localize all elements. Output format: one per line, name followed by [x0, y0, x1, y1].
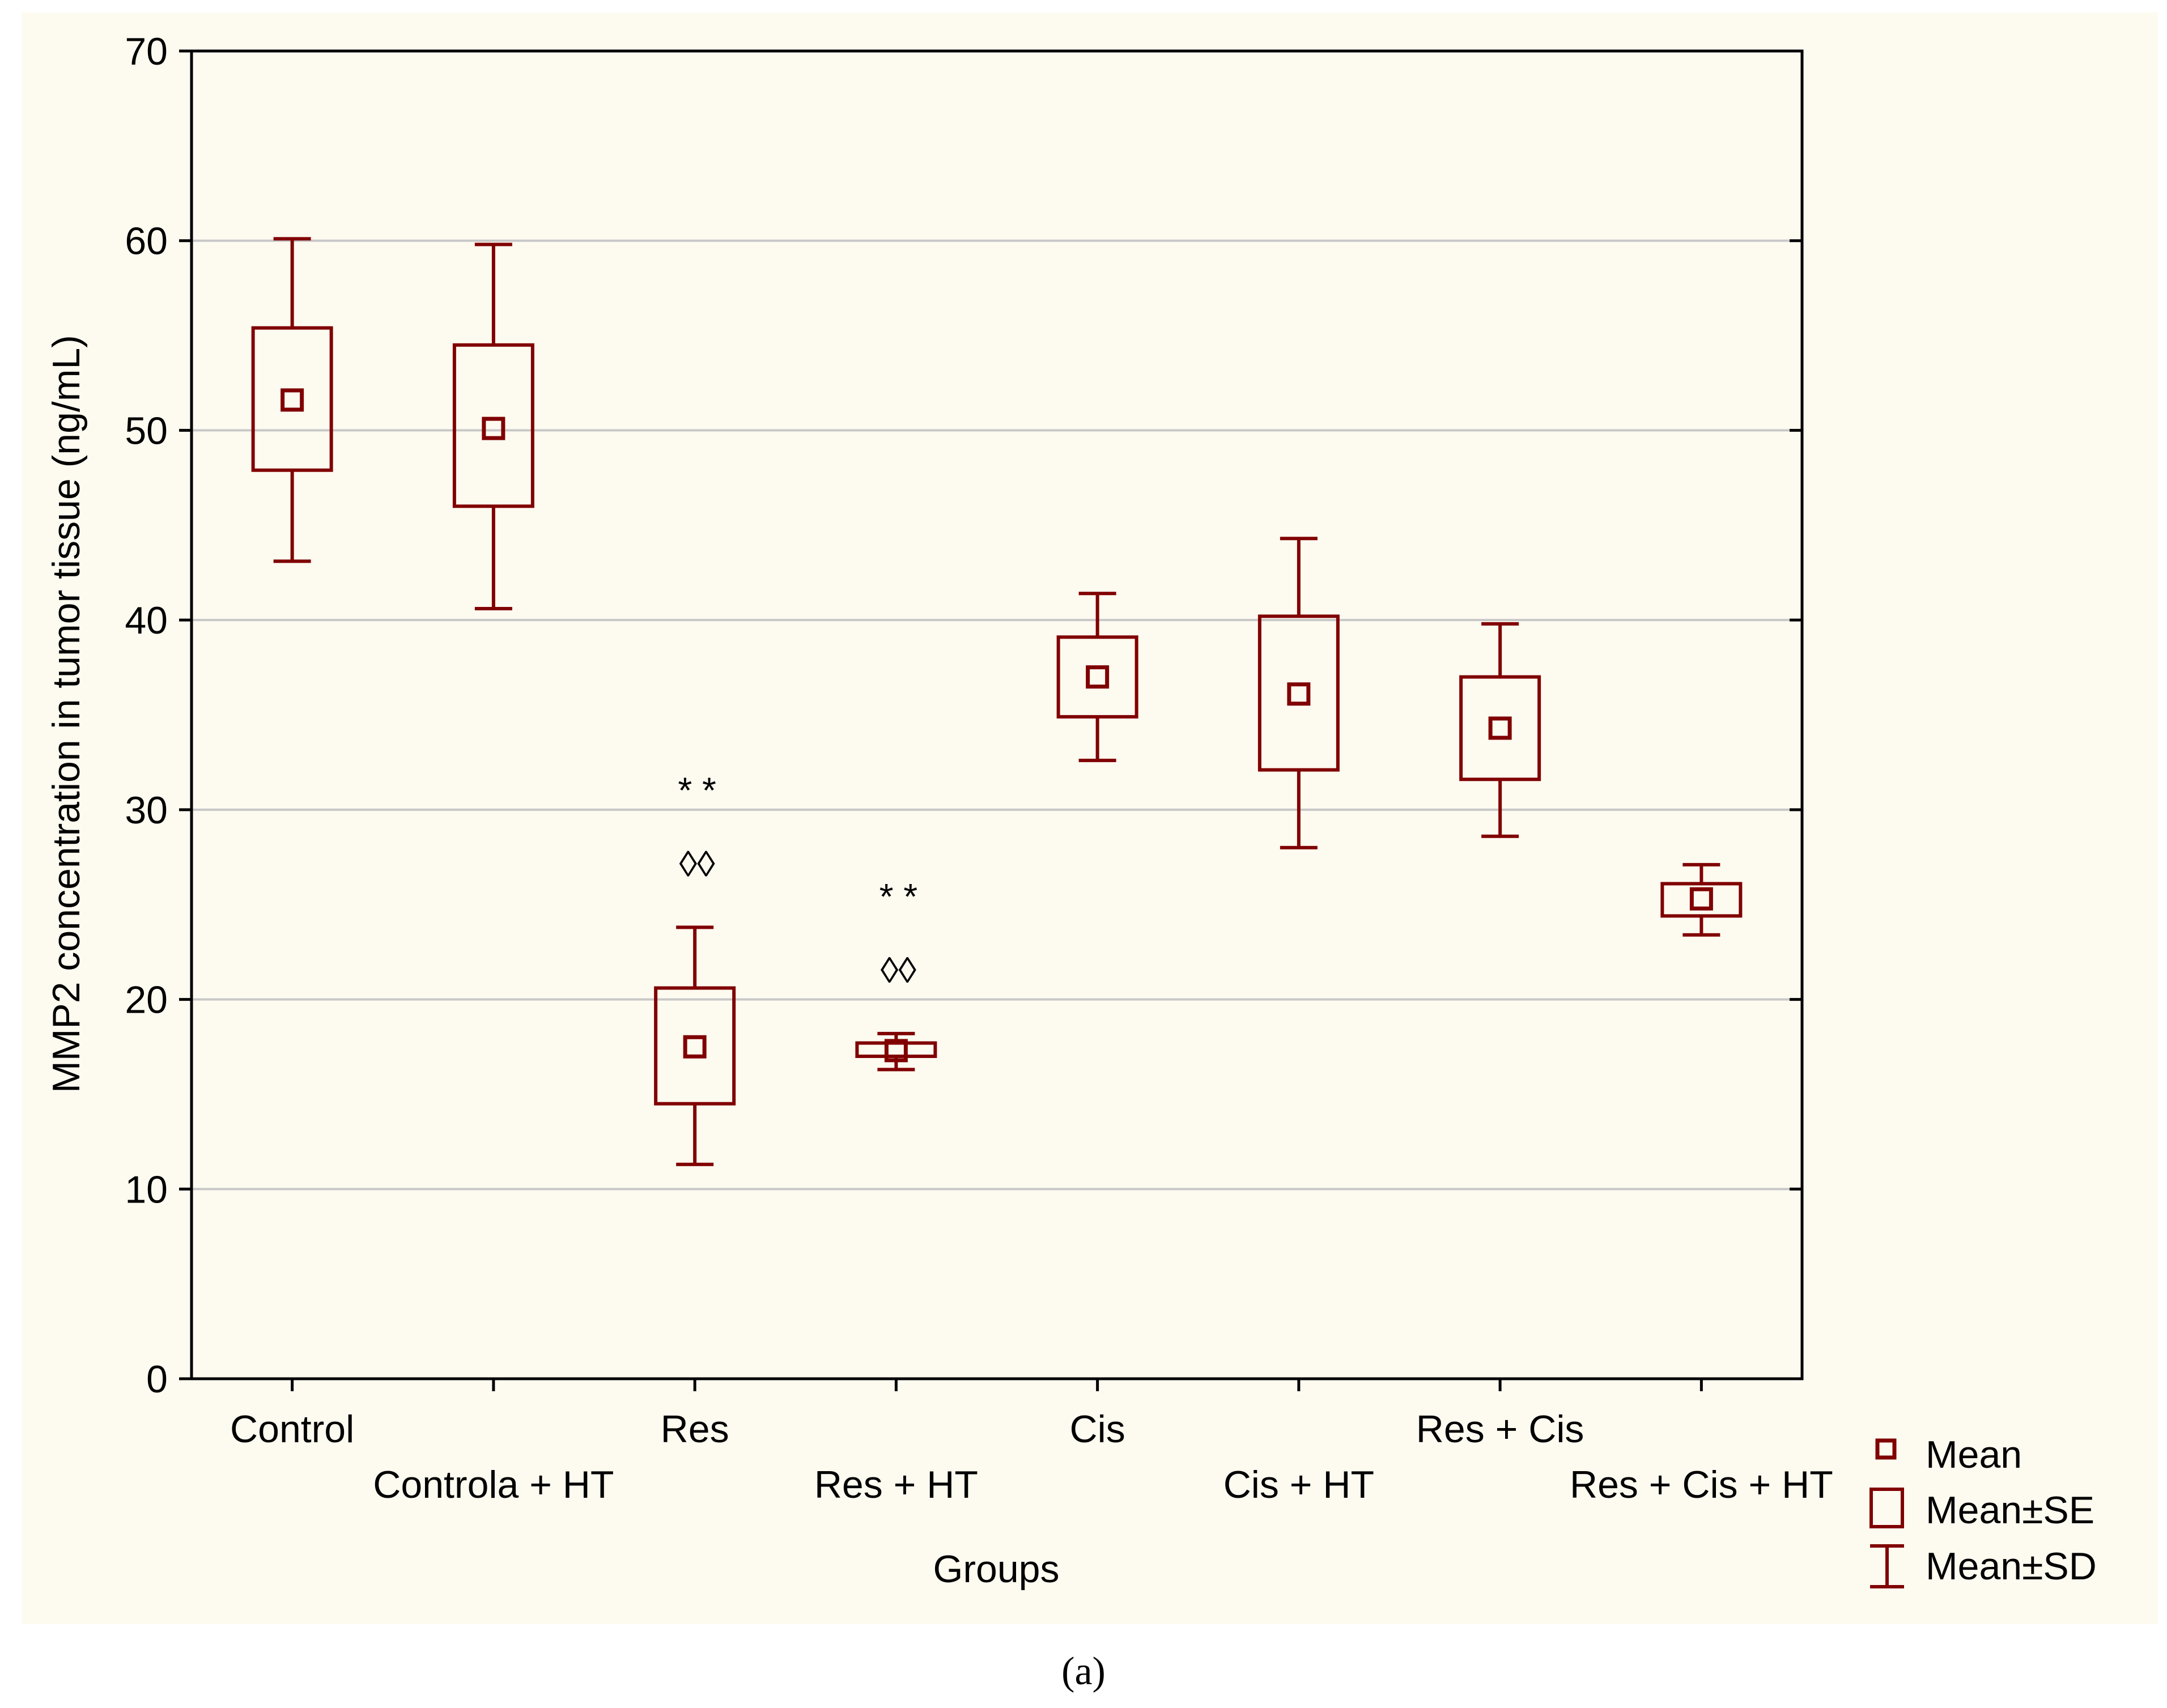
legend-se-label: Mean±SE	[1926, 1489, 2094, 1532]
mean-marker-3	[884, 1039, 908, 1063]
y-tick-label-20: 20	[125, 979, 168, 1022]
x-tick-label-5: Cis + HT	[1223, 1463, 1374, 1506]
x-tick-label-6: Res + Cis	[1416, 1408, 1584, 1451]
figure-caption: (a)	[1061, 1650, 1106, 1693]
box-7	[1660, 863, 1743, 937]
gridlines	[192, 239, 1802, 1191]
annotation-diamonds-0: ◊◊	[679, 843, 716, 884]
se-box-0	[251, 326, 333, 472]
mean-marker-2	[683, 1035, 707, 1059]
se-box-2	[654, 986, 736, 1106]
se-box-6	[1459, 675, 1541, 781]
se-box-1	[452, 343, 534, 508]
mean-marker-6	[1488, 716, 1512, 740]
se-box-4	[1056, 635, 1138, 719]
y-axis-title: MMP2 concentration in tumor tissue (ng/m…	[45, 335, 88, 1093]
y-axis: 0 10 20 30 40 50 60 70	[125, 30, 1802, 1401]
mean-marker-4	[1086, 665, 1110, 689]
annotation-diamonds-1: ◊◊	[881, 950, 917, 991]
legend: Mean Mean±SE Mean±SD	[1869, 1433, 2097, 1588]
legend-sd-label: Mean±SD	[1926, 1545, 2097, 1588]
se-box-5	[1257, 614, 1340, 772]
box-2	[654, 925, 736, 1166]
figure-background	[22, 12, 2158, 1624]
y-tick-label-70: 70	[125, 30, 168, 73]
y-tick-label-40: 40	[125, 599, 168, 642]
legend-se-marker	[1869, 1488, 1904, 1528]
x-tick-label-2: Res	[661, 1408, 729, 1451]
x-tick-label-1: Controla + HT	[373, 1463, 614, 1506]
y-tick-label-30: 30	[125, 789, 168, 832]
x-tick-label-4: Cis	[1070, 1408, 1125, 1451]
legend-sd-marker	[1870, 1544, 1904, 1588]
legend-mean-marker	[1875, 1438, 1897, 1460]
se-box-3	[855, 1041, 937, 1058]
x-tick-label-0: Control	[230, 1408, 354, 1451]
y-tick-label-10: 10	[125, 1168, 168, 1211]
box-5	[1257, 537, 1340, 849]
y-tick-label-0: 0	[146, 1358, 168, 1401]
box-6	[1459, 622, 1541, 838]
legend-mean-label: Mean	[1926, 1433, 2022, 1476]
mean-marker-1	[482, 417, 505, 440]
x-tick-label-3: Res + HT	[814, 1463, 978, 1506]
box-1	[452, 243, 534, 611]
mean-marker-7	[1689, 887, 1713, 911]
box-3	[855, 1031, 937, 1072]
y-tick-label-50: 50	[125, 409, 168, 452]
mean-marker-0	[281, 388, 304, 412]
box-4	[1056, 592, 1138, 762]
box-0	[251, 237, 333, 563]
x-axis: Control Controla + HT Res Res + HT Cis Cis + …	[230, 1379, 1833, 1506]
mean-marker-5	[1287, 682, 1311, 706]
plot-area	[190, 49, 1804, 1380]
x-tick-label-7: Res + Cis + HT	[1570, 1463, 1833, 1506]
annotations: ◊◊ * * ◊◊ * *	[678, 770, 917, 990]
annotation-stars-1: * *	[879, 876, 918, 917]
x-axis-title: Groups	[933, 1548, 1060, 1591]
y-tick-label-60: 60	[125, 220, 168, 263]
annotation-stars-0: * *	[678, 770, 716, 810]
se-box-7	[1660, 882, 1743, 918]
box-series	[251, 237, 1743, 1166]
